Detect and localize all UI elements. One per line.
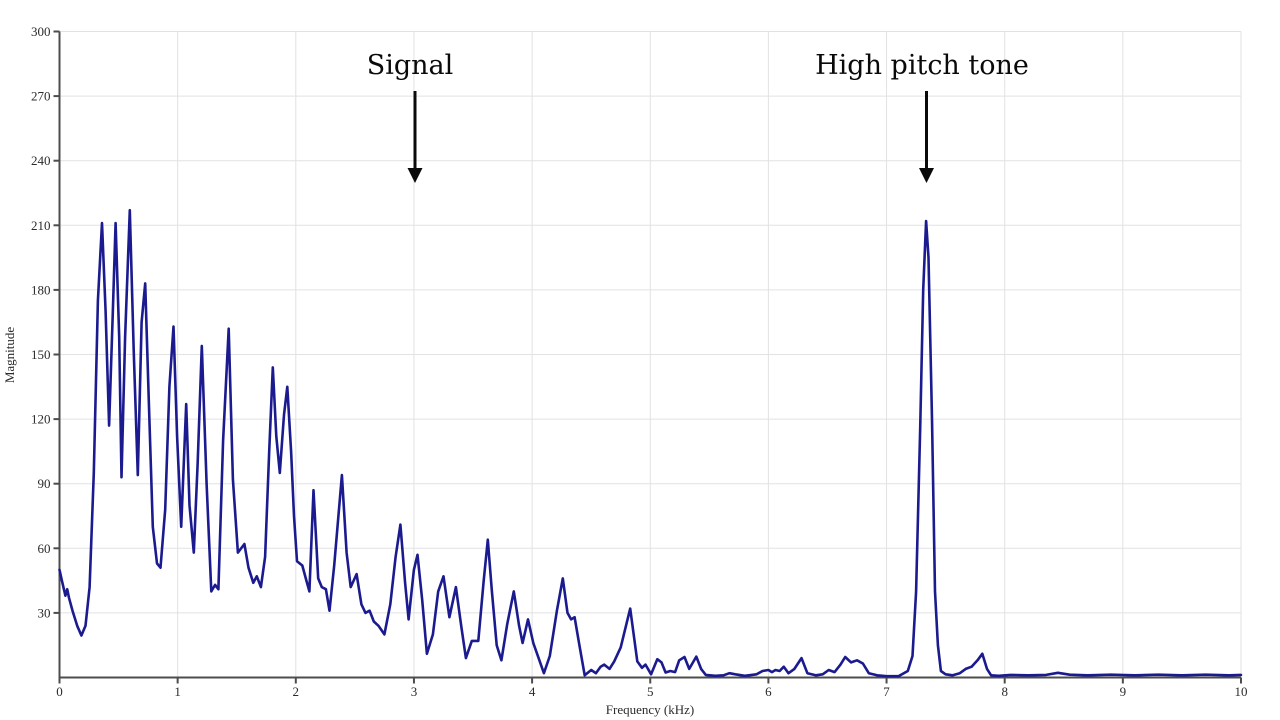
y-tick-label: 120 [31, 412, 51, 427]
y-tick-label: 180 [31, 282, 51, 297]
y-tick-label: 60 [38, 541, 51, 556]
x-tick-label: 3 [411, 684, 418, 699]
x-tick-label: 9 [1120, 684, 1127, 699]
y-tick-label: 30 [38, 605, 51, 620]
y-tick-label: 90 [38, 476, 51, 491]
x-tick-label: 8 [1001, 684, 1008, 699]
y-axis-title: Magnitude [2, 327, 17, 384]
x-tick-label: 7 [883, 684, 890, 699]
x-axis-title: Frequency (kHz) [606, 702, 694, 717]
tick-labels: 0 1 2 3 4 5 6 7 8 9 10 30 60 90 120 150 180 210 240 270 300 [31, 24, 1248, 699]
y-tick-label: 240 [31, 153, 51, 168]
x-tick-label: 1 [174, 684, 181, 699]
x-tick-label: 6 [765, 684, 772, 699]
spectrum-line [58, 208, 1243, 678]
x-tick-label: 10 [1235, 684, 1248, 699]
x-tick-label: 0 [56, 684, 63, 699]
y-tick-label: 210 [31, 218, 51, 233]
x-tick-label: 5 [647, 684, 654, 699]
y-tick-label: 300 [31, 24, 51, 39]
tick-marks [53, 30, 1242, 684]
y-tick-label: 150 [31, 347, 51, 362]
annotation-signal-label: Signal [367, 50, 454, 81]
x-tick-label: 2 [293, 684, 300, 699]
x-tick-label: 4 [529, 684, 536, 699]
gridlines [59, 31, 1242, 678]
annotation-high-pitch-label: High pitch tone [815, 50, 1029, 81]
y-tick-label: 270 [31, 89, 51, 104]
